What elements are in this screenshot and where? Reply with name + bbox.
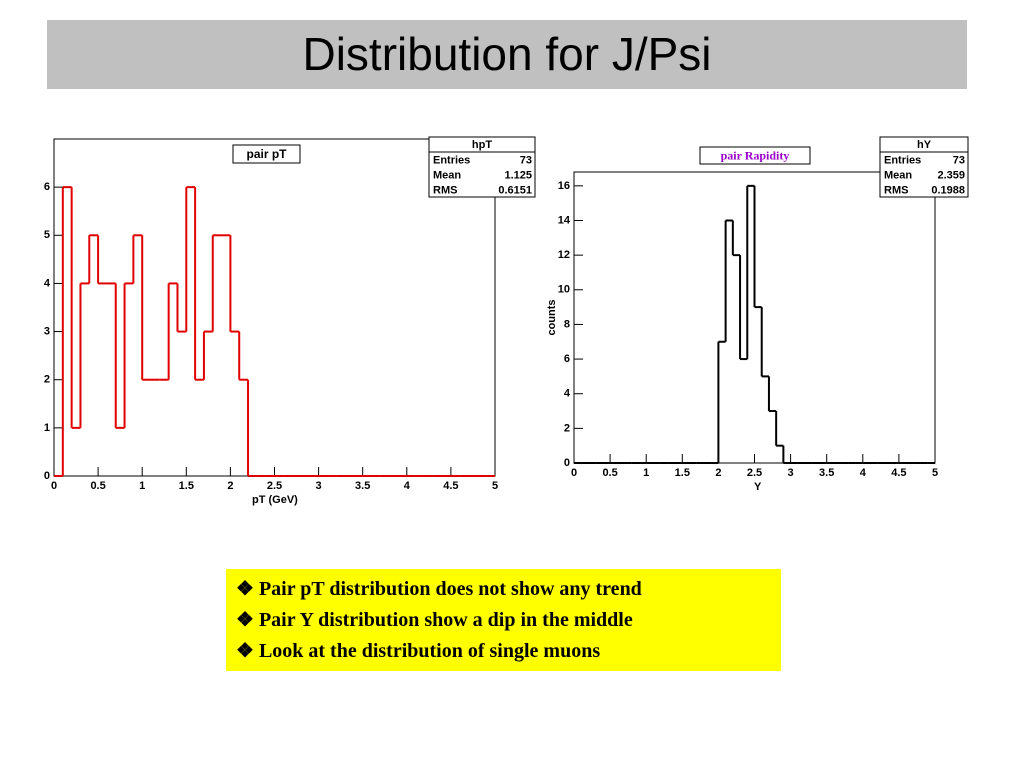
y-tick-label: 16 xyxy=(558,180,570,192)
x-tick-label: 5 xyxy=(492,480,498,492)
x-tick-label: 0.5 xyxy=(90,480,105,492)
stats-label: Mean xyxy=(884,169,912,181)
x-tick-label: 0.5 xyxy=(602,467,617,479)
y-tick-label: 6 xyxy=(564,353,570,365)
x-tick-label: 2 xyxy=(227,480,233,492)
y-tick-label: 12 xyxy=(558,249,570,261)
x-axis-label: Y xyxy=(754,481,762,493)
x-tick-label: 0 xyxy=(51,480,57,492)
y-axis-label: counts xyxy=(546,299,558,335)
x-tick-label: 4 xyxy=(860,467,867,479)
bullet-text: Look at the distribution of single muons xyxy=(258,640,601,662)
stats-box xyxy=(428,136,536,198)
y-tick-label: 4 xyxy=(44,277,51,289)
stats-box xyxy=(879,136,969,198)
stats-value: 0.1988 xyxy=(931,184,965,196)
y-tick-label: 8 xyxy=(564,318,570,330)
stats-name: hpT xyxy=(472,139,492,151)
bullet: ❖ Pair pT distribution does not show any… xyxy=(236,578,642,600)
x-tick-label: 5 xyxy=(932,467,938,479)
plot-frame xyxy=(53,138,496,477)
hist-title: pair Rapidity xyxy=(721,148,790,162)
x-tick-label: 2.5 xyxy=(267,480,282,492)
y-tick-label: 1 xyxy=(44,422,50,434)
stats-value: 73 xyxy=(953,154,965,166)
stats-value: 2.359 xyxy=(937,169,965,181)
x-tick-label: 4 xyxy=(404,480,411,492)
y-tick-label: 10 xyxy=(558,284,570,296)
x-tick-label: 1.5 xyxy=(179,480,194,492)
x-tick-label: 1.5 xyxy=(675,467,690,479)
x-tick-label: 0 xyxy=(571,467,577,479)
stats-label: Mean xyxy=(433,169,461,181)
stats-label: RMS xyxy=(433,184,457,196)
slide-title: Distribution for J/Psi xyxy=(47,20,967,89)
y-tick-label: 6 xyxy=(44,181,50,193)
y-tick-label: 3 xyxy=(44,325,50,337)
stats-value: 73 xyxy=(520,154,532,166)
x-tick-label: 1 xyxy=(139,480,145,492)
bullet-text: Pair pT distribution does not show any t… xyxy=(258,578,642,600)
stats-label: RMS xyxy=(884,184,908,196)
y-tick-label: 0 xyxy=(564,457,570,469)
y-tick-label: 2 xyxy=(44,374,50,386)
x-tick-label: 1 xyxy=(643,467,649,479)
x-tick-label: 4.5 xyxy=(891,467,906,479)
y-tick-label: 4 xyxy=(564,388,571,400)
x-tick-label: 4.5 xyxy=(443,480,458,492)
hist-title: pair pT xyxy=(246,147,287,161)
stats-label: Entries xyxy=(884,154,921,166)
bullet: ❖ Pair Y distribution show a dip in the … xyxy=(236,609,633,631)
x-tick-label: 2 xyxy=(715,467,721,479)
bullet: ❖ Look at the distribution of single muo… xyxy=(236,640,601,662)
bullet-text: Pair Y distribution show a dip in the mi… xyxy=(258,609,633,631)
y-tick-label: 0 xyxy=(44,470,50,482)
y-tick-label: 14 xyxy=(558,214,571,226)
y-tick-label: 5 xyxy=(44,229,50,241)
x-tick-label: 2.5 xyxy=(747,467,762,479)
x-axis-label: pT (GeV) xyxy=(252,494,298,506)
x-tick-label: 3 xyxy=(316,480,322,492)
stats-value: 0.6151 xyxy=(498,184,532,196)
stats-name: hY xyxy=(917,139,932,151)
hist-title-box xyxy=(699,146,811,165)
bullet-box: ❖ Pair pT distribution does not show any… xyxy=(226,569,781,671)
y-tick-label: 2 xyxy=(564,422,570,434)
x-tick-label: 3.5 xyxy=(819,467,834,479)
x-tick-label: 3 xyxy=(788,467,794,479)
x-tick-label: 3.5 xyxy=(355,480,370,492)
hist-title-box xyxy=(232,144,301,164)
stats-label: Entries xyxy=(433,154,470,166)
stats-value: 1.125 xyxy=(504,169,532,181)
